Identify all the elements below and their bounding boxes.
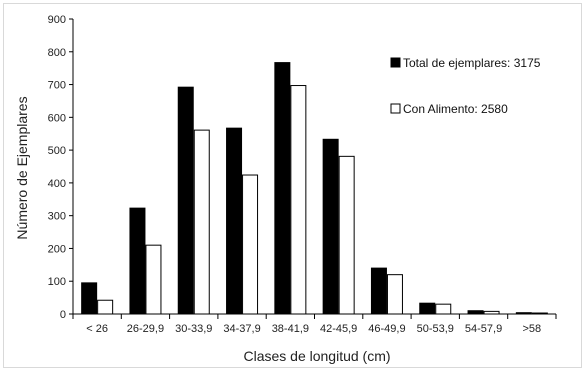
bars (81, 62, 548, 315)
legend-label-con-alimento: Con Alimento: 2580 (403, 102, 508, 116)
bar-con-alimento-1 (145, 244, 162, 315)
x-tick-label: >58 (523, 323, 542, 335)
bar-total-3 (226, 127, 243, 315)
y-tick-label: 400 (48, 178, 66, 190)
y-tick-label: 600 (48, 112, 66, 124)
x-tick-label: 38-41,9 (272, 323, 309, 335)
x-axis-title: Clases de longitud (cm) (243, 348, 390, 364)
bar-total-1 (129, 207, 146, 315)
bar-total-0 (81, 282, 98, 315)
y-axis-ticks: 0 100 200 300 400 500 600 700 800 900 (48, 14, 73, 321)
legend-swatch-con-alimento (390, 103, 401, 114)
y-tick-label: 700 (48, 80, 66, 92)
bar-con-alimento-2 (193, 129, 210, 315)
y-axis-title: Número de Ejemplares (14, 96, 30, 239)
y-tick-label: 0 (60, 309, 66, 321)
y-tick-label: 100 (48, 276, 66, 288)
x-tick-label: < 26 (86, 323, 108, 335)
bar-total-6 (370, 267, 387, 315)
y-tick-label: 500 (48, 145, 66, 157)
legend: Total de ejemplares: 3175 Con Alimento: … (390, 56, 541, 116)
bar-total-4 (274, 62, 291, 315)
bar-con-alimento-0 (97, 299, 114, 315)
x-tick-label: 54-57,9 (465, 323, 502, 335)
x-tick-label: 50-53,9 (417, 323, 454, 335)
bar-total-5 (322, 138, 339, 315)
bar-con-alimento-4 (290, 85, 307, 315)
y-tick-label: 800 (48, 47, 66, 59)
bar-total-7 (419, 302, 436, 315)
bar-con-alimento-6 (386, 274, 403, 315)
bar-con-alimento-3 (242, 174, 259, 315)
x-tick-label: 30-33,9 (175, 323, 212, 335)
bar-con-alimento-7 (435, 303, 452, 315)
legend-swatch-total (390, 57, 401, 68)
x-tick-label: 46-49,9 (368, 323, 405, 335)
legend-label-total: Total de ejemplares: 3175 (403, 56, 541, 70)
x-tick-label: 42-45,9 (320, 323, 357, 335)
x-tick-label: 34-37,9 (223, 323, 260, 335)
y-tick-label: 900 (48, 14, 66, 26)
y-tick-label: 200 (48, 243, 66, 255)
x-tick-label: 26-29,9 (127, 323, 164, 335)
x-axis-ticks: < 26 26-29,9 30-33,9 34-37,9 38-41,9 42-45,9 4… (72, 314, 557, 335)
bar-total-2 (177, 86, 194, 315)
bar-con-alimento-5 (338, 155, 355, 315)
y-tick-label: 300 (48, 211, 66, 223)
